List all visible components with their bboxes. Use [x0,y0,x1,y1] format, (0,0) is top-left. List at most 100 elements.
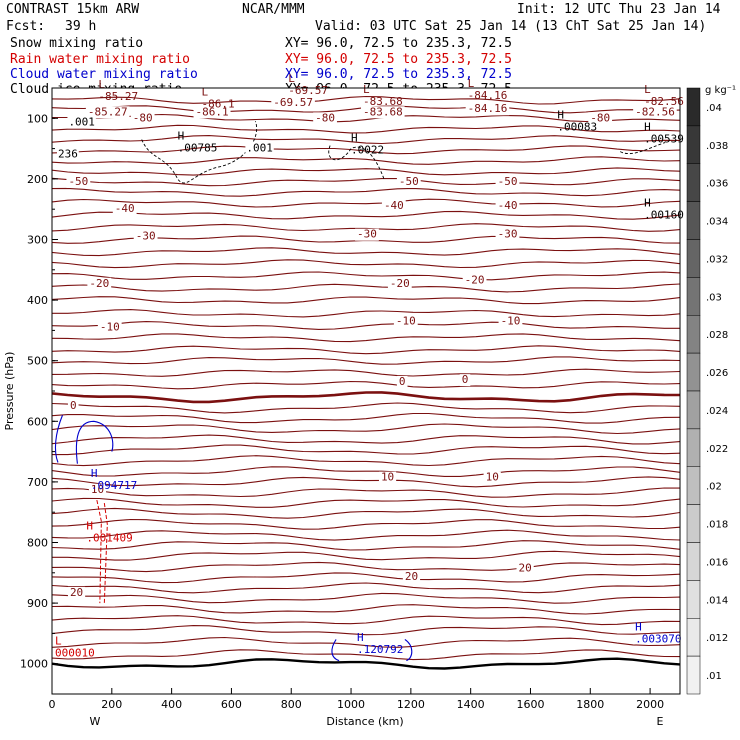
isotherm-line [52,368,680,377]
isotherm-line [52,187,680,197]
colorbar-label: .04 [706,103,722,114]
east-label: E [657,715,664,728]
extremum-marker: L [202,85,209,98]
contour-label: 0 [70,399,77,412]
y-tick-label: 1000 [20,658,48,671]
colorbar-label: .036 [706,179,728,190]
extremum-marker: L [363,83,370,96]
x-tick-label: 1800 [576,698,604,711]
field-xy-snow: XY= 96.0, 72.5 to 235.3, 72.5 [285,36,512,51]
isotherm-line [52,476,680,488]
cloud-water-outline [54,415,63,463]
contour-label-bg [130,112,155,125]
extremum-value: -84.16 [468,89,508,102]
colorbar: .04 .038 .036 .034 .032 .03 .028 .026 .024 .022 .0… [686,87,728,695]
y-tick-label: 900 [27,597,48,610]
extremum-value: .00083 [557,120,597,133]
isotherm-line [52,177,680,187]
west-label: W [90,715,101,728]
colorbar-swatch [686,315,701,354]
colorbar-swatch [686,277,701,316]
contour-label: -40 [384,199,404,212]
y-tick-label: 700 [27,476,48,489]
contour-label: -84.16 [468,102,508,115]
contour-label: -50 [399,175,419,188]
extremum-value: -86.1 [202,97,235,110]
contour-label: -86.1 [196,105,229,118]
isotherm-line [52,487,680,498]
isotherm-line [52,95,680,105]
cloud-ice-label: .001 [68,116,95,129]
isotherm-line [52,271,680,281]
extremum-value: .00539 [644,133,684,146]
extremum-marker: H [635,620,642,633]
isotherm-line [52,561,680,573]
contour-label-bg [67,400,79,413]
x-tick-label: 400 [161,698,182,711]
valid-time: Valid: 03 UTC Sat 25 Jan 14 (13 ChT Sat … [315,19,706,34]
isotherm-line [52,455,680,467]
contour-label-bg [495,175,520,188]
extremum-marker: H [557,108,564,121]
extremum-marker: H [357,631,364,644]
extremum-value: -85.27 [98,90,138,103]
contour-label-bg [381,200,406,213]
extremum-marker: L [55,634,62,647]
contour-label: -50 [68,175,88,188]
colorbar-swatch [686,352,701,392]
colorbar-label: .012 [706,633,728,644]
field-name-cloud-water: Cloud water mixing ratio [10,67,198,82]
contour-label-bg [66,175,91,188]
colorbar-swatch [686,504,701,543]
isotherm-line [52,135,680,145]
isotherm-line [52,582,680,594]
contour-label: 0 [462,373,469,386]
isotherm-line [52,572,680,584]
colorbar-label: .028 [706,330,728,341]
extremum-value: .0022 [351,143,384,156]
contour-label-bg [633,106,677,119]
y-tick-label: 600 [27,415,48,428]
contour-label: -82.56 [635,105,675,118]
extremum-value: .00160 [644,208,684,221]
colorbar-label: .022 [706,444,728,455]
colorbar-swatch [686,163,701,202]
contour-label: 20 [405,570,418,583]
isotherm-line [52,345,680,355]
isotherm-line [52,540,680,551]
contour-label-bg [516,562,534,575]
x-tick-label: 1000 [337,698,365,711]
colorbar-label: .03 [706,292,722,303]
x-tick-label: 800 [281,698,302,711]
contour-label: 20 [519,562,532,575]
x-tick-label: 600 [221,698,242,711]
x-tick-label: 2000 [636,698,664,711]
ice-label-bg [245,142,274,155]
extremum-value: 000010 [55,646,95,659]
contour-label: -10 [396,314,416,327]
isotherm-line [52,223,680,232]
isotherm-line [52,412,680,424]
temperature-contours [52,95,680,670]
colorbar-swatch [686,390,701,430]
contour-label: -40 [115,202,135,215]
contour-label-bg [462,274,487,287]
contour-label-bg [97,321,122,334]
contour-label-bg [396,175,421,188]
y-axis-title: Pressure (hPa) [3,352,16,431]
colorbar-label: .02 [706,482,722,493]
contour-label-bg [483,471,501,484]
plot-background [52,88,680,694]
x-tick-label: 1400 [457,698,485,711]
rain-water-outline [103,503,108,604]
rain-water-outline [96,499,102,604]
colorbar-label: .018 [706,520,728,531]
contour-label-bg [465,103,510,116]
isotherm-line [52,145,680,155]
x-tick-label: 0 [49,698,56,711]
x-tick-label: 200 [101,698,122,711]
cloud-water-outline [75,420,114,464]
contour-label: -69.57 [273,96,313,109]
colorbar-label: .026 [706,368,728,379]
extremum-value: -69.57 [288,84,328,97]
